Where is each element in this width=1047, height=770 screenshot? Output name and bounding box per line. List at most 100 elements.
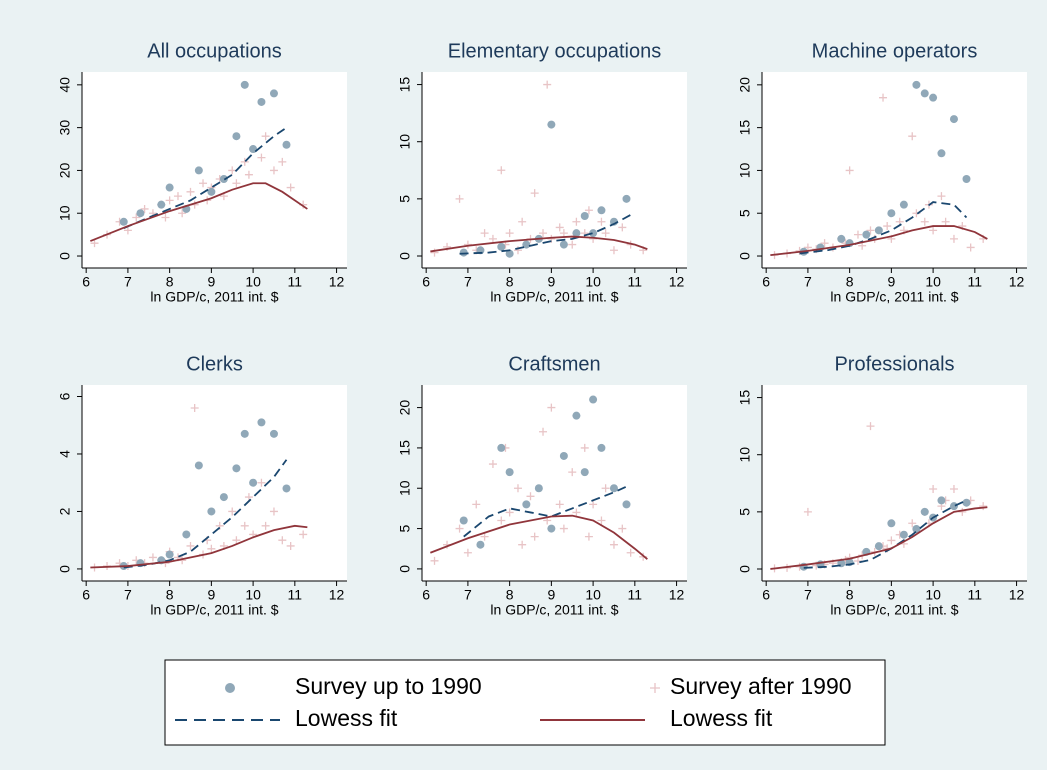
- panel-title: Elementary occupations: [448, 40, 661, 62]
- point: [459, 516, 468, 525]
- point: [589, 229, 598, 238]
- point: [622, 500, 631, 509]
- point: [207, 507, 216, 516]
- point: [286, 183, 295, 192]
- point: [219, 174, 228, 183]
- x-tick-label: 9: [887, 587, 895, 603]
- x-tick-label: 6: [762, 587, 770, 603]
- x-tick-label: 8: [166, 274, 174, 290]
- point: [182, 530, 191, 539]
- point: [219, 493, 228, 502]
- point: [937, 149, 946, 158]
- point: [547, 120, 556, 129]
- point: [455, 524, 464, 533]
- point: [232, 132, 241, 141]
- lowess-line: [770, 506, 988, 570]
- point: [580, 468, 589, 477]
- point: [597, 516, 606, 525]
- point: [194, 166, 203, 175]
- point: [476, 540, 485, 549]
- point: [278, 157, 287, 166]
- lowess-line: [123, 126, 287, 230]
- x-tick-label: 9: [547, 274, 555, 290]
- x-tick-label: 6: [82, 587, 90, 603]
- point: [505, 468, 514, 477]
- lowess-line: [799, 201, 968, 255]
- point: [626, 548, 635, 557]
- plot-area: [762, 385, 1027, 581]
- point: [937, 496, 946, 505]
- point: [547, 524, 556, 533]
- y-tick-label: 10: [397, 134, 413, 150]
- x-tick-label: 11: [968, 587, 983, 603]
- point: [90, 239, 99, 248]
- x-axis-label: ln GDP/c, 2011 int. $: [490, 289, 618, 305]
- x-tick-label: 7: [804, 587, 812, 603]
- point: [257, 478, 266, 487]
- point: [497, 242, 506, 251]
- point: [119, 217, 128, 226]
- x-tick-label: 6: [422, 274, 430, 290]
- point: [186, 187, 195, 196]
- point: [488, 460, 497, 469]
- point: [874, 542, 883, 551]
- x-tick-label: 6: [82, 274, 90, 290]
- point: [879, 93, 888, 102]
- lowess-line: [90, 524, 308, 569]
- x-tick-label: 11: [288, 587, 303, 603]
- point: [597, 206, 606, 215]
- point: [240, 157, 249, 166]
- point: [820, 239, 829, 248]
- point: [472, 500, 481, 509]
- x-tick-label: 6: [762, 274, 770, 290]
- point: [908, 132, 917, 141]
- x-tick-label: 7: [124, 274, 132, 290]
- point: [157, 200, 166, 209]
- point: [580, 443, 589, 452]
- y-tick-label: 0: [397, 252, 413, 260]
- panel-title: Machine operators: [812, 40, 978, 62]
- plot-area: [422, 72, 687, 268]
- panel-title: All occupations: [147, 40, 282, 62]
- y-tick-label: 0: [737, 565, 753, 573]
- y-tick-label: 5: [737, 508, 753, 516]
- point: [522, 500, 531, 509]
- x-tick-label: 12: [669, 274, 685, 290]
- point: [622, 194, 631, 203]
- point: [949, 485, 958, 493]
- x-tick-label: 12: [329, 587, 345, 603]
- point: [173, 192, 182, 201]
- y-tick-label: 15: [737, 120, 753, 136]
- point: [269, 166, 278, 175]
- y-tick-label: 5: [737, 209, 753, 217]
- point: [299, 530, 308, 539]
- point: [463, 548, 472, 557]
- point: [207, 187, 216, 196]
- point: [845, 166, 854, 175]
- point: [249, 478, 258, 487]
- point: [874, 226, 883, 235]
- x-tick-label: 8: [506, 274, 514, 290]
- x-tick-label: 8: [166, 587, 174, 603]
- y-tick-label: 40: [57, 77, 73, 93]
- point: [228, 166, 237, 175]
- point: [232, 536, 241, 545]
- point: [530, 189, 539, 198]
- point: [543, 80, 552, 89]
- point: [887, 536, 896, 545]
- point: [597, 443, 606, 452]
- panel-title: Professionals: [834, 353, 954, 375]
- x-tick-label: 6: [422, 587, 430, 603]
- point: [601, 484, 610, 493]
- point: [240, 521, 249, 530]
- point: [232, 464, 241, 473]
- y-tick-label: 15: [397, 440, 413, 456]
- x-tick-label: 9: [207, 274, 215, 290]
- point: [269, 507, 278, 516]
- y-tick-label: 5: [397, 195, 413, 203]
- x-tick-label: 10: [245, 274, 261, 290]
- point: [455, 194, 464, 203]
- point: [282, 484, 291, 493]
- point: [803, 507, 812, 516]
- legend-label: Lowess fit: [670, 705, 773, 731]
